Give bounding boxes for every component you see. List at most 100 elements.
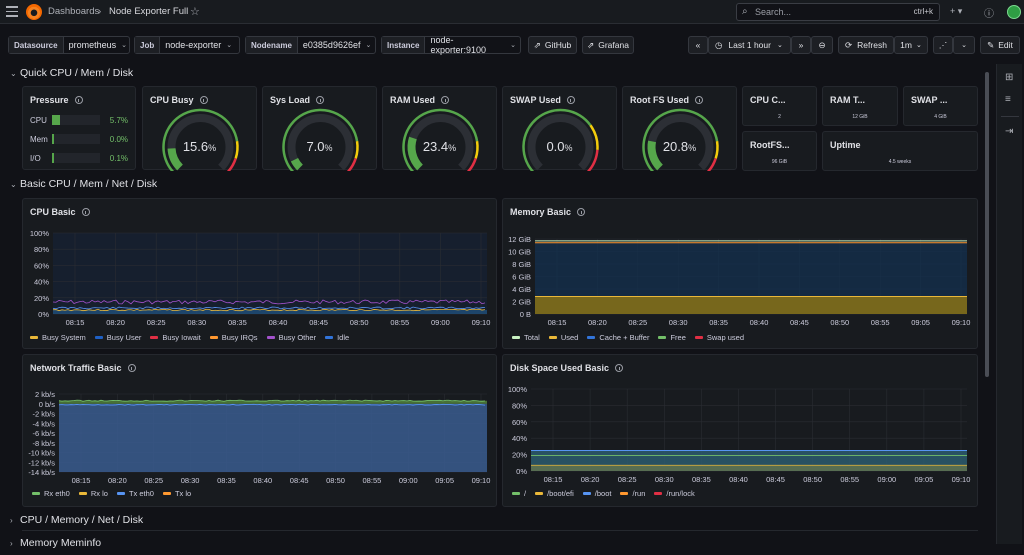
- memory-basic-graph[interactable]: 12 GiB 10 GiB 8 GiB 6 GiB 4 GiB 2 GiB 0 B 08:15…: [503, 199, 979, 350]
- share-button[interactable]: ⋰: [933, 36, 953, 54]
- grafana-logo[interactable]: [26, 4, 42, 20]
- panel-title-text: CPU C...: [750, 95, 786, 105]
- dock-icon[interactable]: ⇥: [1005, 126, 1014, 137]
- legend-item[interactable]: Swap used: [694, 333, 744, 342]
- time-shift-back-button[interactable]: «: [688, 36, 708, 54]
- legend-item[interactable]: /boot/efi: [535, 489, 574, 498]
- panel-disk-basic[interactable]: Disk Space Used Basic 100% 80% 60% 40% 20% 0%…: [502, 354, 978, 507]
- info-icon[interactable]: [316, 96, 325, 104]
- variable-datasource[interactable]: Datasource prometheus ⌄: [8, 36, 130, 54]
- stat-panel[interactable]: RootFS... 96 GiB: [742, 131, 817, 171]
- tx-area: [59, 403, 487, 472]
- time-range-picker[interactable]: ◷ Last 1 hour ⌄: [708, 36, 791, 54]
- gauge-panel[interactable]: Root FS Used 20.8%: [622, 86, 737, 171]
- menu-icon[interactable]: [6, 6, 18, 17]
- panel-title-text: RAM Used: [390, 95, 436, 105]
- grafana-link[interactable]: ⇗ Grafana: [582, 36, 634, 54]
- refresh-button[interactable]: ⟳ Refresh: [838, 36, 894, 54]
- time-shift-forward-button[interactable]: »: [791, 36, 811, 54]
- legend-item[interactable]: Rx eth0: [32, 489, 70, 498]
- legend-item[interactable]: /boot: [582, 489, 611, 498]
- gauge-panel[interactable]: SWAP Used 0.0%: [502, 86, 617, 171]
- legend-item[interactable]: Busy Iowait: [150, 333, 201, 342]
- info-icon[interactable]: [615, 364, 624, 372]
- add-panel-icon[interactable]: ⊞: [1005, 72, 1014, 83]
- legend-item[interactable]: Tx lo: [162, 489, 191, 498]
- breadcrumb-dashboards[interactable]: Dashboards: [48, 6, 100, 17]
- stat-panel[interactable]: RAM T... 12 GiB: [822, 86, 898, 126]
- gauge-threshold-band: [706, 157, 717, 171]
- scrollbar[interactable]: [985, 72, 989, 377]
- gauge-panel[interactable]: Sys Load 7.0%: [262, 86, 377, 171]
- external-link-icon: ⇗: [587, 39, 595, 50]
- info-icon[interactable]: [577, 208, 586, 216]
- busy-user-line: [52, 306, 486, 310]
- panel-pressure[interactable]: Pressure CPU 5.7% Mem 0.0% I/O 0.1%: [22, 86, 136, 170]
- variable-instance[interactable]: Instance node-exporter:9100 ⌄: [381, 35, 521, 55]
- info-icon[interactable]: [566, 96, 575, 104]
- legend-item[interactable]: Idle: [325, 333, 349, 342]
- info-icon[interactable]: [74, 96, 83, 104]
- gauge-threshold-band: [402, 108, 479, 171]
- legend-item[interactable]: /: [512, 489, 526, 498]
- variable-job[interactable]: Job node-exporter ⌄: [134, 36, 240, 54]
- gauge-panel[interactable]: RAM Used 23.4%: [382, 86, 497, 171]
- legend-item[interactable]: Used: [548, 333, 578, 342]
- variable-value: node-exporter:9100: [430, 35, 487, 55]
- legend-color-swatch: [116, 492, 125, 495]
- y-tick-label: 0 B: [520, 310, 531, 319]
- info-icon[interactable]: [441, 96, 450, 104]
- legend-item[interactable]: Tx eth0: [116, 489, 154, 498]
- disk-basic-graph[interactable]: 100% 80% 60% 40% 20% 0% 08:15 08:20 08:25 08:30 08…: [503, 355, 979, 508]
- stat-panel[interactable]: Uptime 4.5 weeks: [822, 131, 978, 171]
- panel-cpu-basic[interactable]: CPU Basic 100% 80% 60% 40% 20% 0% 08:15 08:20 08…: [22, 198, 497, 349]
- legend-item[interactable]: /run/lock: [654, 489, 695, 498]
- x-tick-label: 08:55: [363, 476, 382, 485]
- legend-item[interactable]: Busy Other: [266, 333, 316, 342]
- info-icon[interactable]: [695, 96, 704, 104]
- panel-title: RAM Used: [390, 95, 450, 105]
- variable-nodename[interactable]: Nodename e0385d9626ef ⌄: [245, 36, 376, 54]
- info-icon[interactable]: [81, 208, 90, 216]
- legend-item[interactable]: Rx lo: [78, 489, 108, 498]
- legend-label: Busy Iowait: [162, 333, 201, 342]
- cpu-basic-graph[interactable]: 100% 80% 60% 40% 20% 0% 08:15 08:20 08:25 08:30 08…: [23, 199, 498, 350]
- legend-item[interactable]: Busy System: [30, 333, 86, 342]
- legend-item[interactable]: /run: [620, 489, 645, 498]
- legend-item[interactable]: Busy IRQs: [209, 333, 258, 342]
- legend-item[interactable]: Busy User: [94, 333, 141, 342]
- panel-title-text: Pressure: [30, 95, 69, 105]
- x-tick-label: 08:40: [729, 475, 748, 484]
- row-basic[interactable]: ⌄ Basic CPU / Mem / Net / Disk: [10, 178, 157, 190]
- help-icon[interactable]: ⓘ: [984, 9, 994, 20]
- star-icon[interactable]: ☆: [190, 6, 200, 18]
- stat-panel[interactable]: CPU C... 2: [742, 86, 817, 126]
- info-icon[interactable]: [199, 96, 208, 104]
- panel-network-basic[interactable]: Network Traffic Basic 2 kb/s 0 b/s -2 kb/s…: [22, 354, 497, 507]
- legend-item[interactable]: Free: [658, 333, 686, 342]
- outline-icon[interactable]: ≡: [1005, 94, 1011, 105]
- legend-item[interactable]: Cache + Buffer: [587, 333, 649, 342]
- network-basic-graph[interactable]: 2 kb/s0 b/s-2 kb/s-4 kb/s-6 kb/s-8 kb/s-…: [23, 355, 498, 508]
- search-input[interactable]: ⌕ Search... ctrl+k: [736, 3, 940, 21]
- row-cpu-mem-net-disk[interactable]: › CPU / Memory / Net / Disk: [10, 514, 143, 526]
- share-menu-button[interactable]: ⌄: [953, 36, 975, 54]
- rx-eth0-line: [58, 399, 486, 402]
- zoom-out-button[interactable]: ⊖: [811, 36, 833, 54]
- stat-panel[interactable]: SWAP ... 4 GiB: [903, 86, 978, 126]
- chevron-down-icon: ⌄: [10, 180, 17, 189]
- gauge-threshold-band: [522, 108, 592, 171]
- avatar[interactable]: [1007, 5, 1021, 19]
- gauge-panel[interactable]: CPU Busy 15.6%: [142, 86, 257, 171]
- row-quick-cpu[interactable]: ⌄ Quick CPU / Mem / Disk: [10, 67, 133, 79]
- gauge-threshold-band: [282, 108, 359, 171]
- panel-memory-basic[interactable]: Memory Basic 12 GiB 10 GiB 8 GiB 6 GiB 4 GiB…: [502, 198, 978, 349]
- pressure-bar-fill: [52, 115, 61, 125]
- refresh-interval-picker[interactable]: 1m ⌄: [894, 36, 928, 54]
- github-link[interactable]: ⇗ GitHub: [528, 36, 577, 54]
- legend-item[interactable]: Total: [512, 333, 540, 342]
- info-icon[interactable]: [127, 364, 136, 372]
- row-memory-meminfo[interactable]: › Memory Meminfo: [10, 537, 101, 549]
- edit-button[interactable]: ✎ Edit: [980, 36, 1020, 54]
- add-menu-button[interactable]: + ▾: [950, 6, 963, 16]
